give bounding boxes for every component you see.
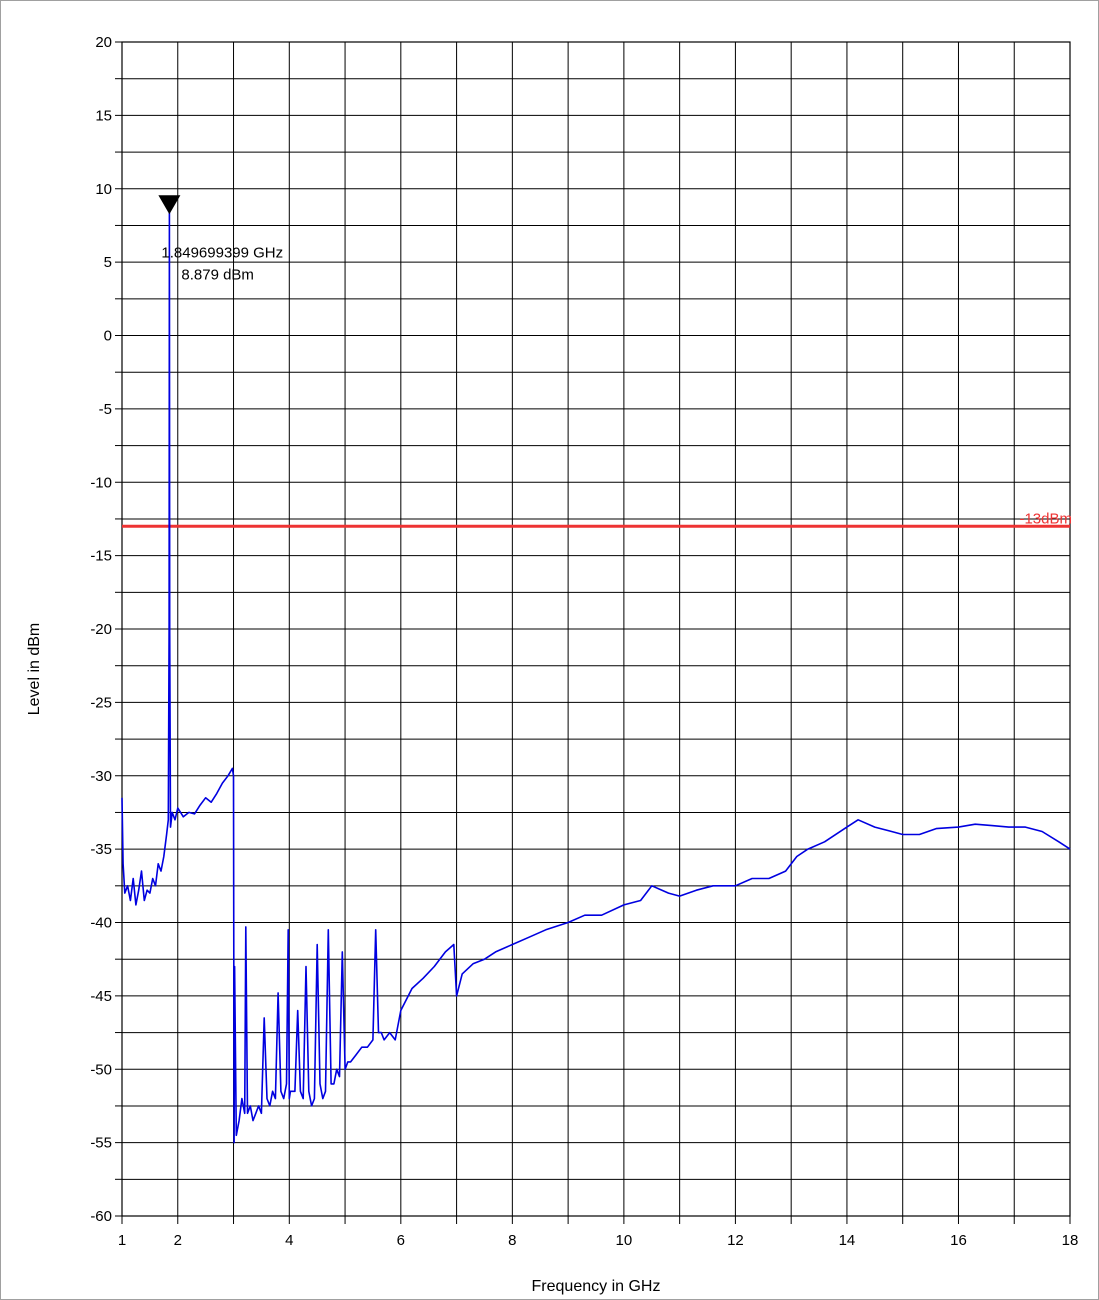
marker-frequency-label: 1.849699399 GHz bbox=[161, 245, 283, 262]
spectrum-trace-0 bbox=[121, 204, 1071, 1144]
x-tick-label: 1 bbox=[118, 1232, 126, 1249]
y-tick-label: 15 bbox=[95, 107, 112, 124]
plot-border bbox=[121, 41, 1071, 1217]
x-tick-label: 2 bbox=[174, 1232, 182, 1249]
limit-line-group: -13dBm bbox=[122, 510, 1072, 528]
y-tick-label: -25 bbox=[90, 694, 112, 711]
y-tick-label: -35 bbox=[90, 841, 112, 858]
x-tick-label: 6 bbox=[397, 1232, 405, 1249]
x-tick-label: 10 bbox=[616, 1232, 633, 1249]
y-tick-label: 10 bbox=[95, 181, 112, 198]
y-tick-label: 5 bbox=[104, 254, 112, 271]
y-tick-label: -55 bbox=[90, 1135, 112, 1152]
axes bbox=[115, 41, 1071, 1224]
y-tick-label: -10 bbox=[90, 474, 112, 491]
trace-group bbox=[121, 204, 1071, 1144]
y-tick-label: -60 bbox=[90, 1208, 112, 1225]
y-tick-label: -45 bbox=[90, 988, 112, 1005]
y-tick-label: -50 bbox=[90, 1061, 112, 1078]
x-tick-label: 4 bbox=[285, 1232, 293, 1249]
x-axis-title: Frequency in GHz bbox=[532, 1278, 661, 1295]
tick-labels: 1 2 4 6 8 10 12 14 16 1820151050-5-10-15-20-25-30… bbox=[90, 34, 1078, 1249]
y-tick-label: 0 bbox=[104, 328, 112, 345]
x-tick-label: 18 bbox=[1062, 1232, 1079, 1249]
x-tick-label: 12 bbox=[727, 1232, 744, 1249]
y-tick-label: -20 bbox=[90, 621, 112, 638]
y-tick-label: -40 bbox=[90, 915, 112, 932]
y-tick-label: -5 bbox=[99, 401, 112, 418]
y-tick-label: -15 bbox=[90, 548, 112, 565]
x-tick-label: 8 bbox=[508, 1232, 516, 1249]
x-tick-label: 14 bbox=[839, 1232, 856, 1249]
marker-triangle-icon bbox=[158, 195, 181, 215]
y-tick-label: -30 bbox=[90, 768, 112, 785]
y-axis-title: Level in dBm bbox=[26, 623, 43, 716]
x-tick-label: 16 bbox=[950, 1232, 967, 1249]
y-tick-label: 20 bbox=[95, 34, 112, 51]
marker-level-label: 8.879 dBm bbox=[181, 267, 254, 284]
marker-group: 1.849699399 GHz 8.879 dBm bbox=[158, 195, 283, 284]
limit-line-label: -13dBm bbox=[1019, 510, 1072, 527]
